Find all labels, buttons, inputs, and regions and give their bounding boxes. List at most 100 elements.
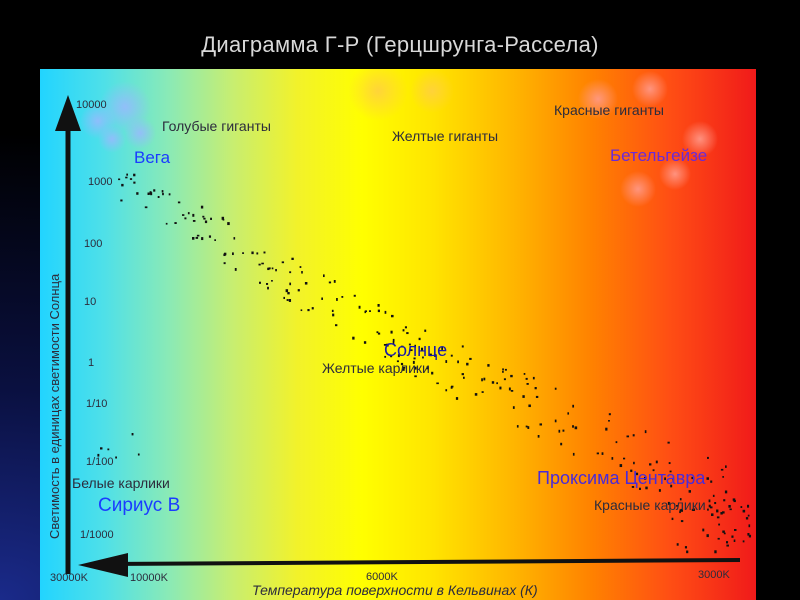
star-dot: [131, 433, 134, 436]
star-dot: [631, 486, 635, 488]
star-dot: [118, 178, 121, 181]
star-dot: [572, 452, 575, 456]
red-dwarfs-label: Красные карлики: [594, 497, 706, 513]
star-dot: [414, 366, 417, 370]
star-dot: [307, 309, 310, 312]
sirius-b-label: Сириус В: [98, 495, 180, 516]
star-dot: [242, 252, 245, 254]
star-dot: [450, 386, 453, 389]
star-dot: [680, 508, 683, 512]
y-tick-label: 100: [84, 238, 102, 250]
star-dot: [528, 404, 531, 408]
star-dot: [214, 239, 217, 241]
star-dot: [708, 504, 711, 508]
hr-diagram: Светимость в единицах светимости Солнца …: [40, 69, 756, 600]
star-dot: [679, 498, 682, 501]
proxima-label: Проксима Центавра: [537, 468, 706, 488]
star-dot: [722, 511, 725, 514]
y-tick-label: 1/100: [86, 456, 114, 468]
star-dot: [608, 413, 611, 416]
star-dot: [445, 360, 448, 363]
star-dot: [271, 267, 274, 270]
star-dot: [574, 426, 578, 430]
star-dot: [461, 345, 464, 348]
star-dot: [304, 282, 308, 285]
star-dot: [200, 205, 204, 209]
x-tick-label: 3000K: [698, 569, 730, 581]
x-axis-arrow-icon: [78, 553, 128, 577]
star-dot: [311, 307, 314, 310]
star-dot: [408, 343, 411, 346]
star-dot: [341, 296, 344, 298]
star-dot: [363, 341, 367, 344]
star-dot: [418, 337, 421, 341]
star-dot: [259, 281, 261, 284]
star-dot: [353, 294, 356, 297]
star-dot: [390, 330, 393, 334]
star-dot: [463, 376, 465, 379]
star-dot: [256, 252, 259, 255]
star-dot: [742, 540, 745, 543]
star-dot: [182, 214, 185, 216]
star-dot: [670, 484, 673, 488]
star-dot: [445, 389, 448, 392]
star-dot: [261, 262, 264, 265]
y-ticks: 10000 1000 100 10 1 1/10 1/100 1/1000: [76, 99, 114, 541]
star-dot: [487, 364, 490, 367]
red-giant-glows: [578, 71, 718, 207]
star-dot: [707, 456, 709, 459]
star-dot: [720, 512, 723, 515]
slide-title: Диаграмма Г-Р (Герцшрунга-Рассела): [201, 32, 599, 57]
star-dot: [706, 477, 709, 480]
star-dot: [426, 366, 429, 370]
star-dot: [301, 271, 303, 274]
star-dot: [527, 426, 530, 429]
star-dot: [177, 201, 181, 204]
star-dot: [436, 382, 439, 385]
star-dot: [289, 282, 292, 286]
star-dot: [554, 419, 557, 423]
star-dot: [204, 220, 208, 224]
star-dot: [539, 423, 543, 426]
star-dot: [688, 490, 691, 493]
star-dot: [523, 373, 526, 375]
star-dot: [691, 508, 695, 511]
star-dot: [384, 355, 387, 358]
y-tick-label: 1: [88, 357, 94, 369]
star-dot: [635, 472, 639, 476]
star-dot: [702, 528, 705, 532]
star-dot: [187, 212, 190, 215]
y-tick-label: 1000: [88, 176, 112, 188]
star-dot: [421, 347, 424, 351]
star-dot: [747, 514, 750, 517]
star-dot: [384, 310, 387, 314]
star-dot: [196, 234, 200, 237]
star-dot: [392, 338, 395, 342]
star-dot: [422, 356, 424, 359]
star-dot: [733, 499, 736, 503]
star-dot: [455, 397, 459, 400]
star-dot: [299, 266, 302, 268]
star-dot: [400, 345, 404, 348]
star-dot: [712, 494, 715, 497]
star-dot: [496, 382, 498, 385]
x-ticks: 30000K 10000K 6000K 3000K: [50, 569, 730, 584]
star-dot: [441, 347, 444, 350]
star-dot: [397, 354, 400, 358]
star-dot: [120, 199, 123, 202]
star-dot: [679, 509, 682, 512]
star-dot: [335, 324, 338, 327]
star-dot: [192, 237, 195, 240]
star-dot: [328, 281, 332, 284]
star-dot: [707, 508, 709, 511]
star-dot: [288, 299, 292, 302]
star-dot: [147, 192, 150, 196]
star-dot: [263, 251, 266, 254]
star-dot: [474, 393, 478, 396]
star-dot: [390, 355, 393, 358]
star-dot: [266, 283, 269, 285]
star-dot: [510, 374, 513, 378]
star-dot: [691, 476, 694, 480]
star-dot: [726, 541, 729, 544]
star-dot: [671, 517, 674, 521]
